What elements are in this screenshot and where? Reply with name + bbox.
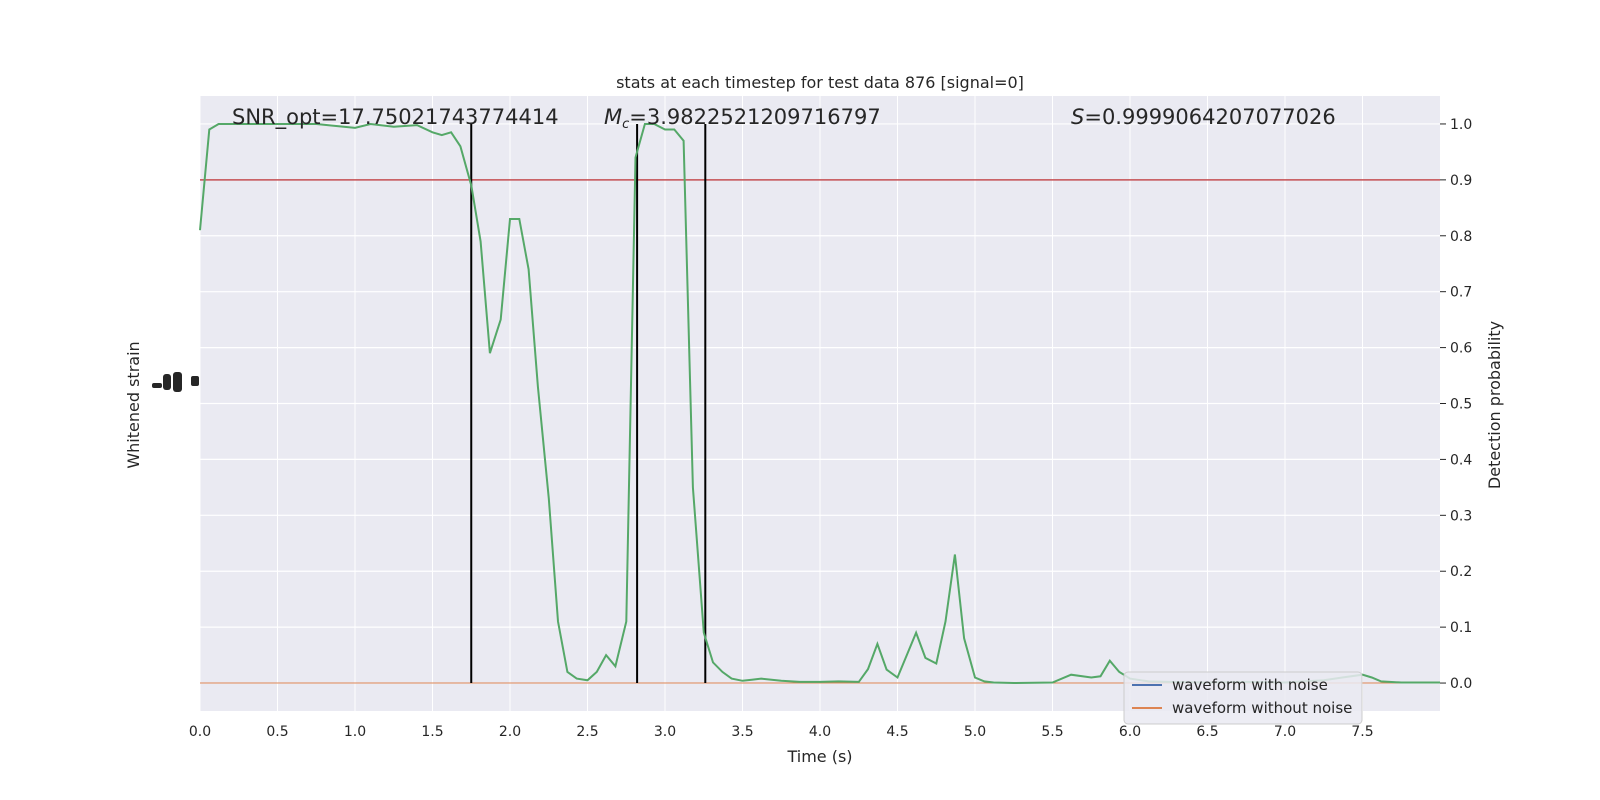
x-tick-label: 0.5 (266, 724, 288, 740)
x-tick-label: 6.0 (1119, 724, 1141, 740)
x-axis-ticks: 0.0 0.5 1.0 1.5 2.0 2.5 3.0 3.5 4.0 4.5 5.0 5.5 6.0 6… (189, 724, 1374, 740)
legend: waveform with noise waveform without noi… (1123, 671, 1363, 725)
x-tick-label: 5.5 (1041, 724, 1063, 740)
y-tick-label: 0.1 (1450, 620, 1472, 636)
x-tick-label: 6.5 (1196, 724, 1218, 740)
score-annotation: S=0.9999064207077026 (1071, 105, 1336, 129)
y-tick-label: 0.5 (1450, 397, 1472, 413)
y-axis-right-label: Detection probability (1485, 321, 1504, 489)
y-tick-label: 0.4 (1450, 452, 1472, 468)
y-tick-label: 0.2 (1450, 564, 1472, 580)
y-tick-label: 0.8 (1450, 229, 1472, 245)
x-tick-label: 1.5 (421, 724, 443, 740)
x-tick-label: 4.0 (809, 724, 831, 740)
x-tick-label: 1.0 (344, 724, 366, 740)
x-tick-label: 7.0 (1274, 724, 1296, 740)
x-tick-label: 2.0 (499, 724, 521, 740)
y-axis-left-label: Whitened strain (124, 341, 143, 468)
y-tick-label: 0.6 (1450, 341, 1472, 357)
x-tick-label: 3.0 (654, 724, 676, 740)
y-tick-label: 0.0 (1450, 676, 1472, 692)
y-tick-label: 1.0 (1450, 117, 1472, 133)
chart-title: stats at each timestep for test data 876… (616, 73, 1024, 92)
detection-probability-series (199, 122, 1440, 685)
x-tick-label: 3.5 (731, 724, 753, 740)
legend-label-without-noise: waveform without noise (1172, 699, 1352, 717)
x-tick-label: 7.5 (1351, 724, 1373, 740)
x-tick-label: 4.5 (886, 724, 908, 740)
chirp-mass-annotation: Mc=3.9822521209716797 (604, 105, 881, 132)
x-axis-label: Time (s) (786, 747, 852, 766)
left-axis-tick-blobs (152, 372, 199, 392)
y-tick-label: 0.7 (1450, 285, 1472, 301)
snr-annotation: SNR_opt=17.75021743774414 (232, 105, 559, 130)
x-tick-label: 2.5 (576, 724, 598, 740)
vertical-markers (470, 123, 707, 684)
x-tick-label: 5.0 (964, 724, 986, 740)
y-tick-label: 0.3 (1450, 508, 1472, 524)
x-tick-label: 0.0 (189, 724, 211, 740)
legend-label-with-noise: waveform with noise (1172, 676, 1328, 694)
y-tick-label: 0.9 (1450, 173, 1472, 189)
y-right-axis-ticks: 0.0 0.1 0.2 0.3 0.4 0.5 0.6 0.7 0.8 0.9 1.0 (1440, 117, 1472, 692)
